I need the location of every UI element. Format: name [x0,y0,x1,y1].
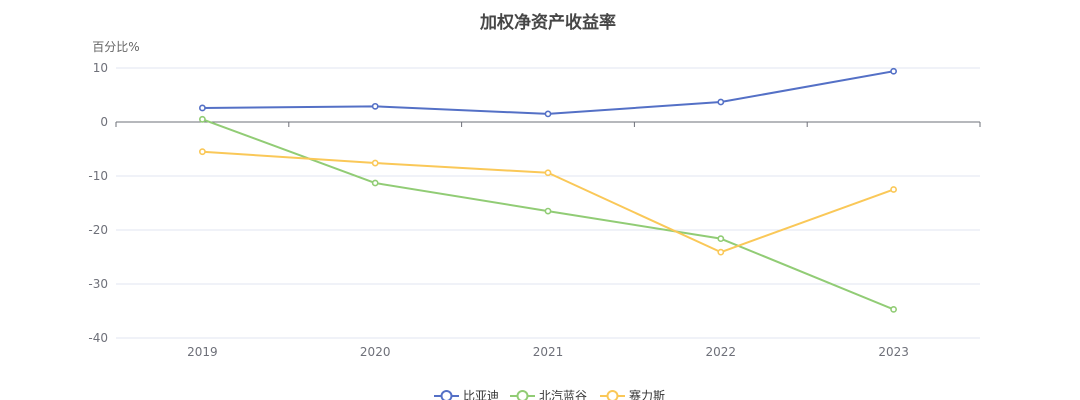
x-tick-label: 2021 [533,345,564,359]
legend-label: 北汽蓝谷 [539,388,587,400]
chart-title: 加权净资产收益率 [479,12,616,33]
series-line [202,150,894,254]
legend-item[interactable]: 赛力斯 [600,388,665,400]
data-point[interactable] [371,102,379,110]
legend-item[interactable]: 北汽蓝谷 [510,388,587,400]
data-point[interactable] [717,235,725,243]
legend-marker-icon [516,390,529,400]
data-point[interactable] [544,110,552,118]
data-point[interactable] [371,159,379,167]
x-tick-label: 2023 [878,345,909,359]
data-point[interactable] [198,148,206,156]
data-point[interactable] [544,169,552,177]
series-3 [198,148,897,256]
data-point[interactable] [544,207,552,215]
legend-marker-icon [440,390,453,400]
legend-label: 赛力斯 [629,388,665,400]
y-tick-label: -20 [88,223,108,237]
data-point[interactable] [890,67,897,75]
legend-item[interactable]: 比亚迪 [434,389,499,400]
y-tick-label: -40 [88,331,108,345]
data-point[interactable] [198,115,206,123]
y-tick-label: -10 [88,169,108,183]
series-2 [198,115,897,313]
data-point[interactable] [198,104,206,112]
x-tick-label: 2020 [360,345,391,359]
legend[interactable]: 比亚迪 北汽蓝谷 赛力斯 [434,388,665,400]
data-point[interactable] [890,305,897,313]
series-line [202,70,894,115]
y-tick-label: 0 [100,115,108,129]
grid-lines [116,67,980,339]
data-point[interactable] [371,179,379,187]
y-tick-label: 10 [93,61,108,75]
legend-label: 比亚迪 [463,389,499,400]
data-point[interactable] [890,186,897,193]
series-lines [198,67,897,313]
data-point[interactable] [717,98,725,106]
data-point[interactable] [717,248,725,256]
x-tick-label: 2019 [187,345,218,359]
y-axis-unit-label: 百分比% [92,40,139,54]
axes: 10 0 -10 -20 -30 -40 2019 2020 2021 2022 2023 [88,61,981,359]
legend-marker-icon [606,390,619,400]
x-tick-label: 2022 [706,345,737,359]
y-tick-label: -30 [88,277,108,291]
series-1 [198,67,897,118]
